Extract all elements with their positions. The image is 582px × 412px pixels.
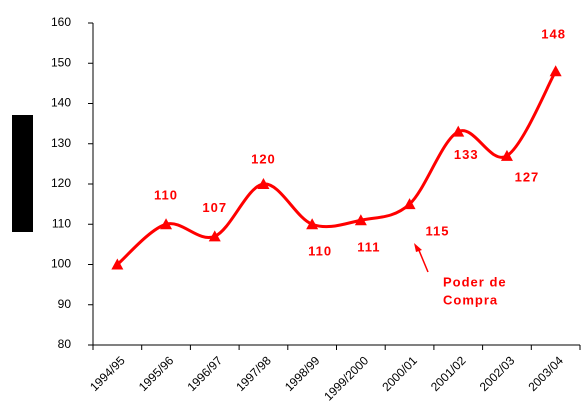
marker <box>208 230 221 242</box>
value-label: 133 <box>454 147 479 162</box>
x-tick-label: 1994/95 <box>87 353 128 394</box>
y-tick-label: 80 <box>58 337 72 351</box>
x-tick-label: 1999/2000 <box>321 353 371 403</box>
arrow-head <box>414 243 422 252</box>
value-label: 110 <box>154 188 178 203</box>
y-tick-label: 140 <box>51 96 71 110</box>
value-label: 111 <box>357 240 380 255</box>
marker <box>354 214 367 226</box>
x-tick-label: 1996/97 <box>185 353 226 394</box>
value-label: 148 <box>541 27 566 42</box>
marker <box>549 65 562 77</box>
y-tick-label: 160 <box>51 15 71 29</box>
y-tick-label: 90 <box>58 297 72 311</box>
annotation: Poder de <box>443 274 507 289</box>
x-tick-label: 1998/99 <box>282 353 323 394</box>
y-tick-label: 150 <box>51 55 71 69</box>
x-tick-label: 2003/04 <box>525 353 566 394</box>
value-label: 110 <box>308 244 332 259</box>
x-tick-label: 2002/03 <box>477 353 518 394</box>
y-tick-label: 110 <box>52 216 71 230</box>
y-tick-label: 120 <box>51 176 71 190</box>
marker <box>403 198 416 210</box>
marker <box>500 149 513 161</box>
annotation: Compra <box>443 292 498 307</box>
side-block <box>12 115 33 232</box>
x-tick-label: 2000/01 <box>379 353 420 394</box>
value-label: 115 <box>426 224 450 239</box>
x-tick-label: 1995/96 <box>136 353 177 394</box>
x-tick-label: 2001/02 <box>428 353 469 394</box>
line <box>116 70 557 266</box>
y-tick-label: 130 <box>51 136 71 150</box>
value-label: 127 <box>515 169 540 184</box>
marker <box>306 218 319 230</box>
marker <box>452 125 465 137</box>
x-tick-label: 1997/98 <box>233 353 274 394</box>
marker <box>111 258 124 270</box>
marker <box>160 218 173 230</box>
annotation-arrow <box>417 247 429 273</box>
y-tick-label: 100 <box>51 257 71 271</box>
marker <box>257 178 270 189</box>
value-label: 120 <box>251 151 276 166</box>
value-label: 107 <box>202 200 227 215</box>
